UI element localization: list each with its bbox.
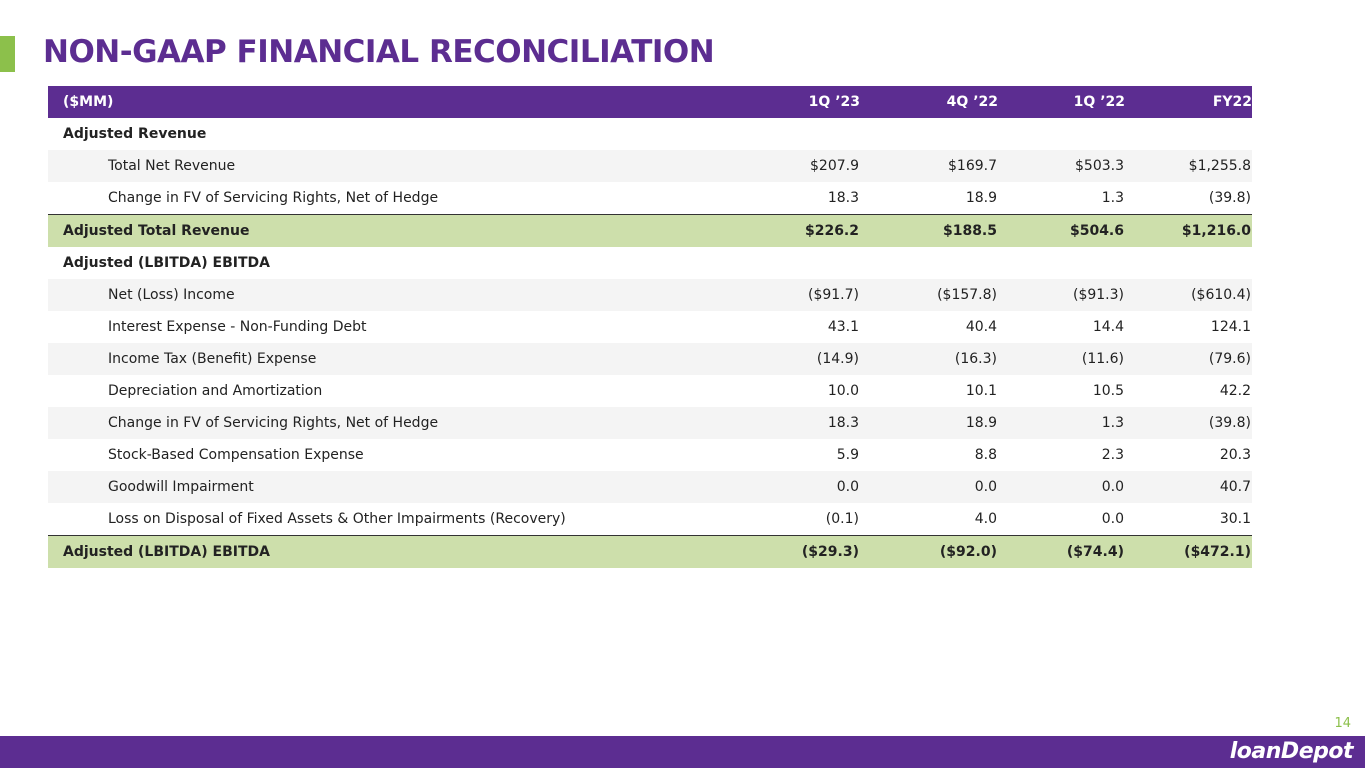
column-header: 1Q ’23 [760, 86, 860, 118]
table-row: Loss on Disposal of Fixed Assets & Other… [48, 503, 1252, 536]
cell-value: 20.3 [1219, 447, 1251, 463]
accent-bar [0, 36, 15, 72]
logo: loanDepot [1229, 739, 1354, 764]
row-label: Adjusted Total Revenue [48, 214, 760, 247]
cell-value: ($74.4) [998, 535, 1125, 568]
row-label: Interest Expense - Non-Funding Debt [108, 319, 367, 335]
row-label: Goodwill Impairment [48, 471, 760, 503]
cell-value: 0.0 [1101, 511, 1124, 527]
cell-value: ($157.8) [860, 279, 998, 311]
cell-value: (0.1) [825, 511, 859, 527]
cell-value: 10.0 [827, 383, 859, 399]
row-label: Net (Loss) Income [48, 279, 760, 311]
cell-value: $226.2 [760, 214, 860, 247]
table-row: Income Tax (Benefit) Expense (14.9) (16.3)… [48, 343, 1252, 375]
section-heading-row: Adjusted (LBITDA) EBITDA [48, 247, 1252, 279]
cell-value: 8.8 [974, 447, 997, 463]
section-heading: Adjusted (LBITDA) EBITDA [63, 255, 270, 271]
table-row: Change in FV of Servicing Rights, Net of… [48, 407, 1252, 439]
cell-value: 18.9 [965, 190, 997, 206]
empty-cell [860, 247, 998, 279]
cell-value: 1.3 [1101, 190, 1124, 206]
cell-value: ($610.4) [1125, 279, 1252, 311]
column-header: ($MM) [48, 86, 760, 118]
cell-value: $1,255.8 [1125, 150, 1252, 182]
empty-cell [998, 247, 1125, 279]
cell-value: 43.1 [827, 319, 859, 335]
cell-value: 1.3 [998, 407, 1125, 439]
cell-value: (11.6) [998, 343, 1125, 375]
cell-value: 18.3 [827, 190, 859, 206]
cell-value: ($92.0) [860, 535, 998, 568]
cell-value: ($91.7) [760, 279, 860, 311]
cell-value: ($29.3) [760, 535, 860, 568]
cell-value: 30.1 [1219, 511, 1251, 527]
row-label: Change in FV of Servicing Rights, Net of… [108, 190, 439, 206]
row-label: Change in FV of Servicing Rights, Net of… [48, 407, 760, 439]
cell-value: 42.2 [1219, 383, 1251, 399]
total-row: Adjusted Total Revenue $226.2 $188.5 $504.6… [48, 214, 1252, 247]
cell-value: 14.4 [1092, 319, 1124, 335]
cell-value: 0.0 [760, 471, 860, 503]
table-row: Net (Loss) Income ($91.7) ($157.8) ($91.3)(… [48, 279, 1252, 311]
cell-value: $169.7 [860, 150, 998, 182]
cell-value: $188.5 [860, 214, 998, 247]
slide-title: NON-GAAP FINANCIAL RECONCILIATION [43, 34, 715, 70]
table-row: Depreciation and Amortization 10.0 10.1 10.… [48, 375, 1252, 407]
column-header: FY22 [1125, 86, 1252, 118]
cell-value: (14.9) [760, 343, 860, 375]
table-row: Change in FV of Servicing Rights, Net of… [48, 182, 1252, 215]
table-row: Stock-Based Compensation Expense 5.9 8.8 2.… [48, 439, 1252, 471]
cell-value: 40.7 [1125, 471, 1252, 503]
section-heading-row: Adjusted Revenue [48, 118, 1252, 150]
cell-value: 10.5 [1092, 383, 1124, 399]
header-row: ($MM) 1Q ’23 4Q ’22 1Q ’22 FY22 [48, 86, 1252, 118]
footer-bar: loanDepot [0, 736, 1365, 768]
section-heading: Adjusted Revenue [63, 126, 207, 142]
row-label: Income Tax (Benefit) Expense [48, 343, 760, 375]
cell-value: (39.8) [1125, 407, 1252, 439]
cell-value: 40.4 [965, 319, 997, 335]
table-row: Goodwill Impairment 0.0 0.0 0.0 40.7 [48, 471, 1252, 503]
empty-cell [1125, 247, 1252, 279]
empty-cell [1125, 118, 1252, 150]
total-row: Adjusted (LBITDA) EBITDA ($29.3) ($92.0) ($… [48, 535, 1252, 568]
cell-value: 124.1 [1210, 319, 1251, 335]
cell-value: 0.0 [998, 471, 1125, 503]
cell-value: 10.1 [965, 383, 997, 399]
cell-value: ($472.1) [1125, 535, 1252, 568]
row-label: Total Net Revenue [48, 150, 760, 182]
page-number: 14 [1334, 716, 1351, 731]
row-label: Adjusted (LBITDA) EBITDA [48, 535, 760, 568]
row-label: Depreciation and Amortization [108, 383, 323, 399]
empty-cell [760, 247, 860, 279]
cell-value: 18.3 [760, 407, 860, 439]
row-label: Loss on Disposal of Fixed Assets & Other… [108, 511, 566, 527]
empty-cell [760, 118, 860, 150]
column-header: 4Q ’22 [860, 86, 998, 118]
empty-cell [860, 118, 998, 150]
empty-cell [998, 118, 1125, 150]
column-header: 1Q ’22 [998, 86, 1125, 118]
cell-value: $1,216.0 [1125, 214, 1252, 247]
cell-value: 4.0 [974, 511, 997, 527]
table-row: Interest Expense - Non-Funding Debt 43.1 4… [48, 311, 1252, 343]
cell-value: (16.3) [860, 343, 998, 375]
row-label: Stock-Based Compensation Expense [108, 447, 364, 463]
cell-value: 18.9 [860, 407, 998, 439]
cell-value: 0.0 [860, 471, 998, 503]
cell-value: $207.9 [760, 150, 860, 182]
cell-value: (39.8) [1208, 190, 1251, 206]
cell-value: $503.3 [998, 150, 1125, 182]
table-row: Total Net Revenue $207.9 $169.7 $503.3 $1,25… [48, 150, 1252, 182]
cell-value: ($91.3) [998, 279, 1125, 311]
cell-value: (79.6) [1125, 343, 1252, 375]
cell-value: $504.6 [998, 214, 1125, 247]
reconciliation-table: ($MM) 1Q ’23 4Q ’22 1Q ’22 FY22 Adjusted Rev… [48, 86, 1252, 568]
cell-value: 5.9 [836, 447, 859, 463]
cell-value: 2.3 [1101, 447, 1124, 463]
